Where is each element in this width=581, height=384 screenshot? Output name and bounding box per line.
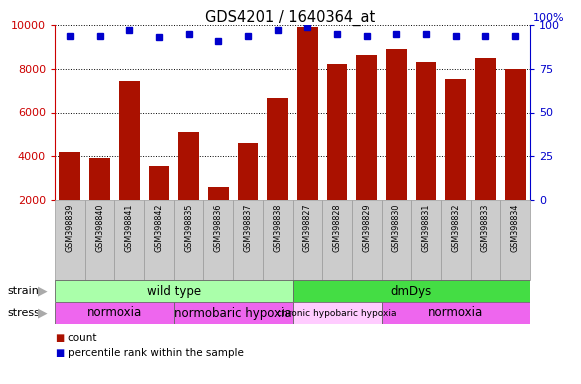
Bar — [382, 200, 411, 280]
Bar — [292, 200, 322, 280]
Text: chronic hypobaric hypoxia: chronic hypobaric hypoxia — [277, 308, 397, 318]
Bar — [441, 200, 471, 280]
Text: GSM398831: GSM398831 — [422, 203, 431, 252]
Text: GSM398827: GSM398827 — [303, 203, 312, 252]
Bar — [149, 166, 169, 200]
Bar — [356, 55, 377, 200]
Text: normoxia: normoxia — [428, 306, 483, 319]
Text: strain: strain — [8, 286, 40, 296]
Text: wild type: wild type — [146, 285, 201, 298]
Bar — [267, 98, 288, 200]
Text: count: count — [68, 333, 97, 343]
Text: ▶: ▶ — [38, 306, 48, 319]
Bar — [55, 200, 85, 280]
Bar — [233, 200, 263, 280]
Bar — [114, 200, 144, 280]
Text: normoxia: normoxia — [87, 306, 142, 319]
Bar — [174, 302, 292, 324]
Text: GSM398828: GSM398828 — [332, 203, 342, 252]
Text: stress: stress — [8, 308, 41, 318]
Bar — [446, 79, 466, 200]
Text: ■: ■ — [55, 348, 64, 358]
Bar — [89, 159, 110, 200]
Text: GSM398832: GSM398832 — [451, 203, 460, 252]
Text: GSM398830: GSM398830 — [392, 203, 401, 252]
Text: GSM398841: GSM398841 — [125, 203, 134, 252]
Bar — [55, 280, 292, 302]
Bar — [238, 143, 259, 200]
Bar — [382, 302, 530, 324]
Bar — [85, 200, 114, 280]
Bar — [475, 58, 496, 200]
Text: ■: ■ — [55, 333, 64, 343]
Text: dmDys: dmDys — [390, 285, 432, 298]
Bar — [415, 62, 436, 200]
Bar — [505, 69, 526, 200]
Bar — [297, 27, 318, 200]
Text: GSM398839: GSM398839 — [65, 203, 74, 252]
Bar — [500, 200, 530, 280]
Text: GSM398835: GSM398835 — [184, 203, 193, 252]
Bar — [292, 302, 382, 324]
Text: 100%: 100% — [533, 13, 565, 23]
Bar — [322, 200, 352, 280]
Bar — [144, 200, 174, 280]
Text: GSM398834: GSM398834 — [511, 203, 519, 252]
Bar — [203, 200, 233, 280]
Text: GSM398836: GSM398836 — [214, 203, 223, 252]
Bar — [327, 65, 347, 200]
Bar — [55, 302, 174, 324]
Text: GSM398833: GSM398833 — [481, 203, 490, 252]
Bar — [352, 200, 382, 280]
Text: GSM398842: GSM398842 — [155, 203, 163, 252]
Text: GSM398838: GSM398838 — [273, 203, 282, 252]
Bar — [59, 152, 80, 200]
Text: GSM398837: GSM398837 — [243, 203, 253, 252]
Text: GDS4201 / 1640364_at: GDS4201 / 1640364_at — [205, 10, 376, 26]
Bar — [411, 200, 441, 280]
Bar — [178, 132, 199, 200]
Bar — [292, 280, 530, 302]
Text: GSM398840: GSM398840 — [95, 203, 104, 252]
Bar — [471, 200, 500, 280]
Bar — [263, 200, 292, 280]
Text: percentile rank within the sample: percentile rank within the sample — [68, 348, 243, 358]
Bar — [386, 49, 407, 200]
Text: GSM398829: GSM398829 — [362, 203, 371, 252]
Text: normobaric hypoxia: normobaric hypoxia — [174, 306, 292, 319]
Bar — [208, 187, 229, 200]
Text: ▶: ▶ — [38, 285, 48, 298]
Bar — [174, 200, 203, 280]
Bar — [119, 81, 139, 200]
